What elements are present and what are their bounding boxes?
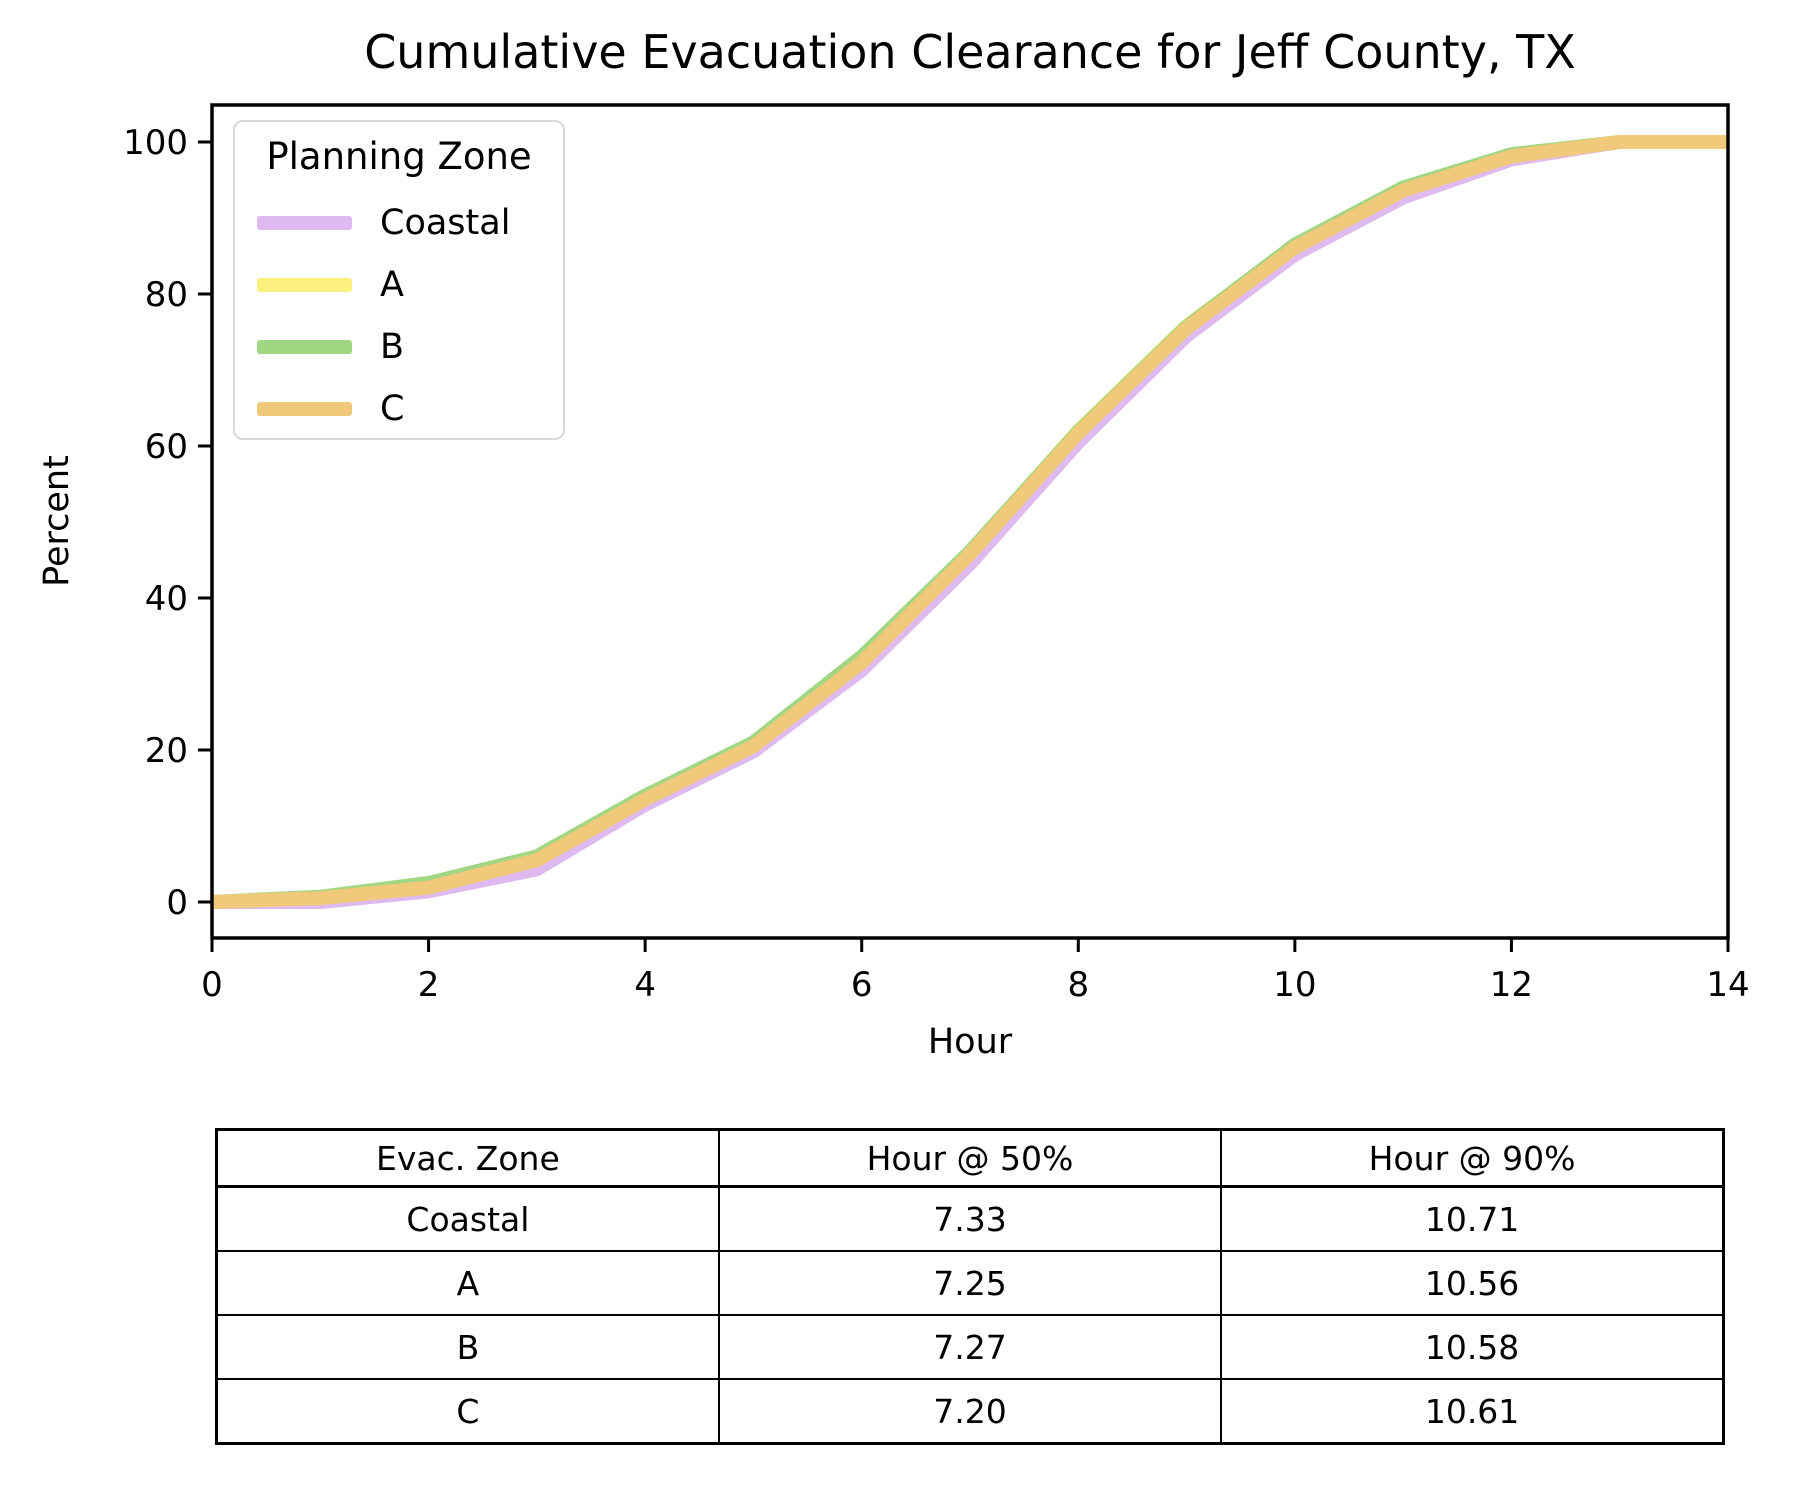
table-row: B 7.27 10.58: [215, 1314, 1725, 1380]
x-tick-label: 10: [1273, 965, 1316, 1005]
table-head: Evac. Zone Hour @ 50% Hour @ 90%: [215, 1128, 1725, 1188]
y-tick-label: 60: [145, 427, 188, 467]
x-tick-label: 0: [201, 965, 223, 1005]
table-cell: 10.56: [1220, 1250, 1725, 1316]
y-tick-label: 40: [145, 579, 188, 619]
x-tick-label: 4: [634, 965, 656, 1005]
y-axis-label: Percent: [37, 455, 77, 587]
x-tick-label: 14: [1706, 965, 1749, 1005]
table-cell: Coastal: [215, 1185, 720, 1252]
legend-item-a: A: [235, 254, 563, 316]
table-cell: 7.20: [717, 1378, 1223, 1445]
x-tick-label: 8: [1067, 965, 1089, 1005]
x-tick-label: 6: [851, 965, 873, 1005]
table-row: C 7.20 10.61: [215, 1378, 1725, 1445]
plot-spines: [210, 103, 1730, 940]
chart-title: Cumulative Evacuation Clearance for Jeff…: [364, 25, 1576, 79]
x-tick-label: 2: [418, 965, 440, 1005]
table-cell: 10.58: [1220, 1314, 1725, 1380]
table-header-cell: Hour @ 50%: [717, 1128, 1223, 1188]
legend: Planning Zone Coastal A B C: [233, 120, 565, 440]
y-tick-label: 20: [145, 731, 188, 771]
legend-label: B: [380, 327, 405, 367]
legend-items: Coastal A B C: [235, 192, 563, 440]
table-row: Coastal 7.33 10.71: [215, 1185, 1725, 1252]
table-row: A 7.25 10.56: [215, 1250, 1725, 1316]
y-tick-label: 0: [166, 883, 188, 923]
table-header-cell: Hour @ 90%: [1220, 1128, 1725, 1188]
legend-swatch-c: [257, 402, 352, 416]
legend-swatch-b: [257, 340, 352, 354]
table-cell: C: [215, 1378, 720, 1445]
x-tick-label: 12: [1490, 965, 1533, 1005]
series-line-c: [211, 135, 1728, 909]
legend-item-b: B: [235, 316, 563, 378]
table-cell: B: [215, 1314, 720, 1380]
clearance-summary-table: Evac. Zone Hour @ 50% Hour @ 90% Coastal 7.…: [215, 1128, 1725, 1445]
y-tick-label: 80: [145, 275, 188, 315]
table-cell: 7.33: [717, 1185, 1223, 1252]
legend-item-c: C: [235, 378, 563, 440]
legend-label: Coastal: [380, 203, 511, 243]
legend-title: Planning Zone: [266, 135, 532, 178]
legend-label: C: [380, 389, 405, 429]
x-axis-label: Hour: [927, 1022, 1013, 1062]
table-header-cell: Evac. Zone: [215, 1128, 720, 1188]
table-cell: 7.27: [717, 1314, 1223, 1380]
table-cell: 10.61: [1220, 1378, 1725, 1445]
legend-item-coastal: Coastal: [235, 192, 563, 254]
evacuation-chart: 0 2 4 6 8 10 12 14 0 20 40 60 80 100: [123, 103, 1750, 1005]
y-tick-label: 100: [123, 123, 188, 163]
legend-swatch-a: [257, 278, 352, 292]
legend-label: A: [380, 265, 404, 305]
legend-swatch-coastal: [257, 216, 352, 230]
table-body: Coastal 7.33 10.71 A 7.25 10.56 B 7.27 10.58 C 7.2…: [215, 1185, 1725, 1445]
table-cell: 7.25: [717, 1250, 1223, 1316]
table-cell: 10.71: [1220, 1185, 1725, 1252]
table-cell: A: [215, 1250, 720, 1316]
table-header-row: Evac. Zone Hour @ 50% Hour @ 90%: [215, 1128, 1725, 1188]
